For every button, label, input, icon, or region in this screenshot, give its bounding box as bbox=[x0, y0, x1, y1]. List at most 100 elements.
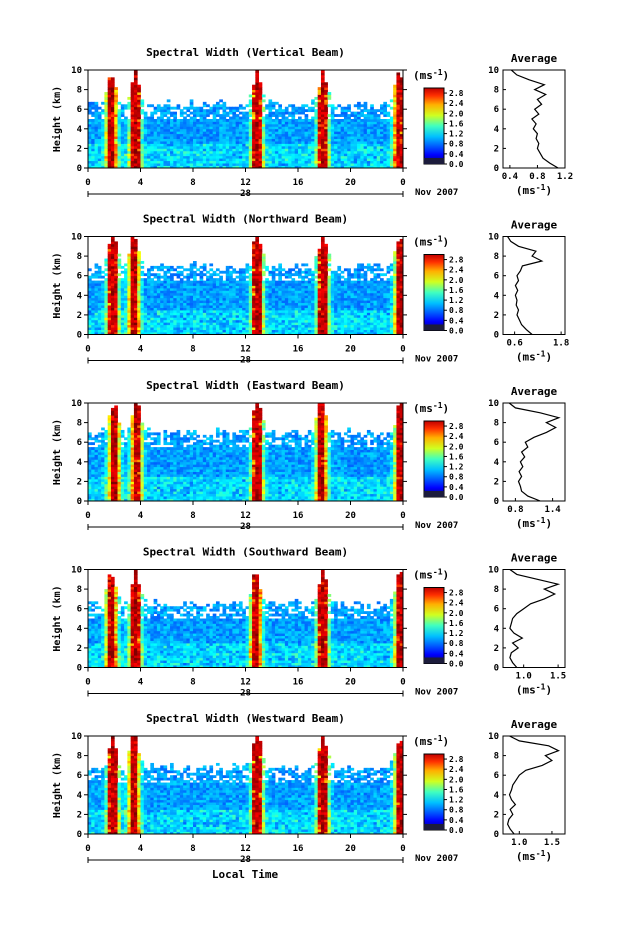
heatmap-cell bbox=[317, 319, 322, 323]
heatmap-cell bbox=[235, 324, 240, 328]
heatmap-cell bbox=[324, 131, 328, 135]
heatmap-cell bbox=[314, 133, 319, 137]
heatmap-cell bbox=[107, 133, 112, 137]
heatmap-cell bbox=[307, 322, 312, 326]
heatmap-cell bbox=[137, 155, 141, 159]
heatmap-cell bbox=[363, 121, 368, 125]
heatmap-cell bbox=[212, 109, 217, 113]
heatmap-cell bbox=[242, 285, 246, 289]
heatmap-cell bbox=[110, 314, 115, 318]
heatmap-cell bbox=[252, 148, 256, 152]
heatmap-cell bbox=[324, 141, 328, 144]
heatmap-cell bbox=[104, 280, 109, 284]
heatmap-cell bbox=[186, 158, 191, 162]
heatmap-cell bbox=[347, 148, 351, 152]
heatmap-cell bbox=[307, 133, 312, 137]
heatmap-cell bbox=[271, 307, 276, 311]
heatmap-cell bbox=[133, 268, 138, 272]
heatmap-cell bbox=[383, 121, 387, 125]
heatmap-cell bbox=[337, 310, 342, 313]
heatmap-cell bbox=[327, 92, 332, 95]
heatmap-cell bbox=[101, 300, 105, 304]
heatmap-cell bbox=[153, 150, 158, 154]
heatmap-cell bbox=[202, 307, 207, 311]
heatmap-cell bbox=[117, 314, 122, 318]
heatmap-cell bbox=[189, 128, 194, 132]
heatmap-cell bbox=[156, 128, 161, 132]
heatmap-cell bbox=[130, 251, 135, 255]
heatmap-cell bbox=[117, 261, 122, 264]
heatmap-cell bbox=[101, 109, 105, 113]
heatmap-cell bbox=[366, 322, 371, 326]
heatmap-cell bbox=[294, 126, 299, 130]
heatmap-cell bbox=[334, 133, 338, 137]
heatmap-cell bbox=[183, 287, 187, 291]
heatmap-cell bbox=[291, 126, 296, 130]
heatmap-cell bbox=[219, 163, 223, 166]
heatmap-cell bbox=[304, 295, 309, 299]
heatmap-cell bbox=[176, 133, 181, 137]
heatmap-cell bbox=[107, 141, 112, 144]
heatmap-cell bbox=[170, 295, 174, 299]
heatmap-cell bbox=[324, 329, 328, 333]
heatmap-cell bbox=[150, 297, 155, 301]
heatmap-cell bbox=[357, 322, 361, 326]
heatmap-cell bbox=[199, 285, 204, 289]
heatmap-cell bbox=[235, 153, 240, 157]
heatmap-cell bbox=[360, 126, 365, 130]
heatmap-cell bbox=[252, 332, 256, 335]
heatmap-cell bbox=[320, 297, 325, 301]
heatmap-cell bbox=[186, 145, 191, 149]
heatmap-cell bbox=[104, 92, 109, 95]
heatmap-cell bbox=[133, 109, 138, 113]
heatmap-cell bbox=[114, 131, 118, 135]
heatmap-cell bbox=[130, 143, 135, 147]
heatmap-cell bbox=[133, 241, 138, 245]
heatmap-cell bbox=[347, 283, 351, 286]
heatmap-cell bbox=[124, 106, 128, 110]
heatmap-cell bbox=[130, 153, 135, 157]
heatmap-cell bbox=[173, 153, 177, 157]
heatmap-cell bbox=[373, 150, 378, 154]
heatmap-cell bbox=[179, 163, 184, 166]
heatmap-cell bbox=[150, 150, 155, 154]
heatmap-cell bbox=[340, 329, 345, 333]
heatmap-cell bbox=[363, 310, 368, 313]
heatmap-cell bbox=[301, 165, 305, 169]
heatmap-cell bbox=[245, 322, 250, 326]
heatmap-cell bbox=[147, 160, 151, 164]
heatmap-cell bbox=[320, 72, 325, 76]
panel-title: Spectral Width (Vertical Beam) bbox=[146, 46, 345, 59]
heatmap-cell bbox=[97, 290, 102, 294]
heatmap-cell bbox=[307, 163, 312, 166]
heatmap-cell bbox=[294, 310, 299, 313]
heatmap-cell bbox=[340, 150, 345, 154]
heatmap-cell bbox=[156, 278, 161, 281]
heatmap-cell bbox=[189, 307, 194, 311]
heatmap-cell bbox=[304, 131, 309, 135]
heatmap-cell bbox=[107, 111, 112, 115]
heatmap-cell bbox=[265, 119, 269, 122]
heatmap-cell bbox=[252, 160, 256, 164]
heatmap-cell bbox=[353, 163, 358, 166]
heatmap-cell bbox=[235, 116, 240, 120]
heatmap-cell bbox=[255, 324, 260, 328]
heatmap-cell bbox=[281, 116, 286, 120]
heatmap-cell bbox=[307, 295, 312, 299]
heatmap-cell bbox=[307, 332, 312, 335]
heatmap-cell bbox=[271, 295, 276, 299]
heatmap-cell bbox=[225, 297, 230, 301]
heatmap-cell bbox=[370, 163, 374, 166]
heatmap-cell bbox=[347, 275, 351, 279]
heatmap-cell bbox=[248, 307, 253, 311]
heatmap-cell bbox=[258, 317, 263, 321]
heatmap-cell bbox=[320, 148, 325, 152]
heatmap-cell bbox=[245, 290, 250, 294]
heatmap-cell bbox=[130, 121, 135, 125]
heatmap-cell bbox=[179, 148, 184, 152]
heatmap-cell bbox=[114, 248, 118, 252]
heatmap-cell bbox=[284, 165, 289, 169]
heatmap-cell bbox=[258, 312, 263, 316]
heatmap-cell bbox=[261, 94, 266, 98]
heatmap-cell bbox=[278, 153, 282, 157]
